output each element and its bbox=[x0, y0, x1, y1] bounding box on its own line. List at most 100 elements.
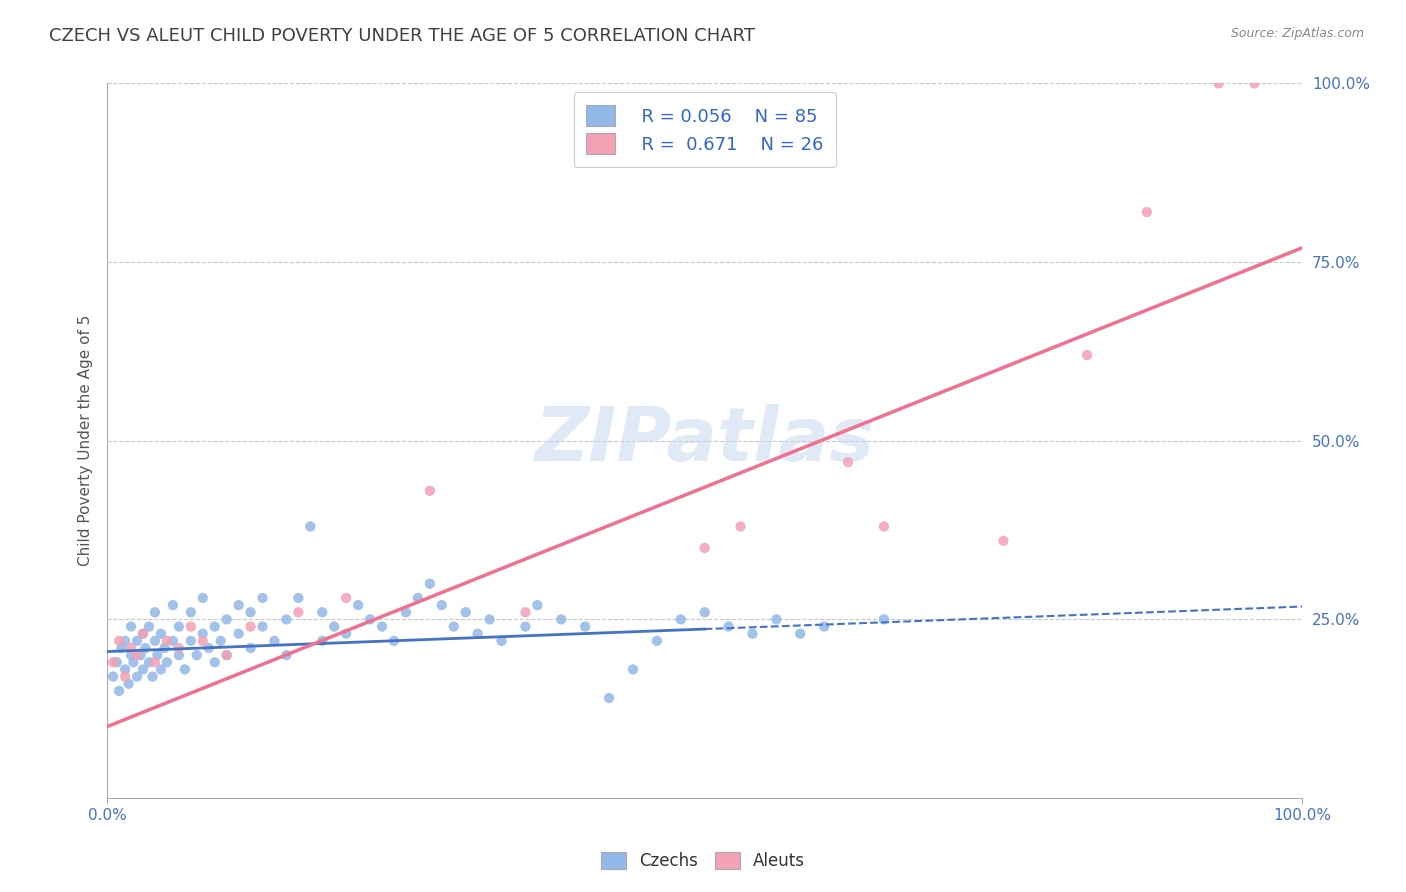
Point bbox=[276, 648, 298, 662]
Point bbox=[132, 626, 155, 640]
Point bbox=[419, 483, 441, 498]
Point bbox=[993, 533, 1015, 548]
Text: ZIPatlas: ZIPatlas bbox=[534, 404, 875, 477]
Point bbox=[138, 619, 160, 633]
Point bbox=[156, 633, 179, 648]
Point bbox=[143, 655, 166, 669]
Y-axis label: Child Poverty Under the Age of 5: Child Poverty Under the Age of 5 bbox=[79, 315, 93, 566]
Point bbox=[252, 591, 274, 605]
Point bbox=[1076, 348, 1098, 362]
Point bbox=[395, 605, 418, 619]
Point bbox=[138, 655, 160, 669]
Point bbox=[120, 619, 142, 633]
Point bbox=[180, 633, 202, 648]
Point bbox=[598, 691, 620, 706]
Point bbox=[186, 648, 208, 662]
Point bbox=[335, 591, 357, 605]
Point bbox=[239, 619, 262, 633]
Point bbox=[180, 605, 202, 619]
Point bbox=[215, 648, 238, 662]
Point bbox=[197, 640, 219, 655]
Point bbox=[228, 598, 250, 612]
Point bbox=[263, 633, 285, 648]
Point bbox=[239, 640, 262, 655]
Point bbox=[114, 633, 136, 648]
Point bbox=[335, 626, 357, 640]
Point bbox=[430, 598, 453, 612]
Point bbox=[837, 455, 859, 469]
Point bbox=[114, 669, 136, 683]
Point bbox=[204, 655, 226, 669]
Point bbox=[142, 669, 165, 683]
Point bbox=[323, 619, 346, 633]
Point bbox=[215, 612, 238, 626]
Point bbox=[162, 633, 184, 648]
Point bbox=[153, 640, 176, 655]
Point bbox=[156, 655, 179, 669]
Point bbox=[239, 605, 262, 619]
Point bbox=[1136, 205, 1159, 219]
Point bbox=[108, 633, 131, 648]
Point bbox=[550, 612, 572, 626]
Point bbox=[132, 662, 155, 676]
Point bbox=[276, 612, 298, 626]
Point bbox=[114, 662, 136, 676]
Point bbox=[1208, 77, 1230, 91]
Point bbox=[1243, 77, 1265, 91]
Point bbox=[730, 519, 752, 533]
Point bbox=[204, 619, 226, 633]
Point bbox=[693, 605, 716, 619]
Point bbox=[311, 633, 333, 648]
Point bbox=[209, 633, 232, 648]
Point bbox=[180, 619, 202, 633]
Point bbox=[621, 662, 644, 676]
Point bbox=[149, 662, 172, 676]
Point bbox=[741, 626, 763, 640]
Point bbox=[110, 640, 132, 655]
Point bbox=[873, 612, 896, 626]
Point bbox=[287, 591, 309, 605]
Point bbox=[454, 605, 477, 619]
Point bbox=[287, 605, 309, 619]
Point bbox=[215, 648, 238, 662]
Point bbox=[108, 684, 131, 698]
Point bbox=[162, 598, 184, 612]
Point bbox=[574, 619, 596, 633]
Point bbox=[515, 619, 537, 633]
Point bbox=[693, 541, 716, 555]
Point bbox=[149, 626, 172, 640]
Point bbox=[228, 626, 250, 640]
Point bbox=[173, 662, 195, 676]
Point bbox=[717, 619, 740, 633]
Point bbox=[129, 648, 152, 662]
Point bbox=[118, 677, 141, 691]
Point bbox=[191, 591, 214, 605]
Point bbox=[191, 626, 214, 640]
Point bbox=[873, 519, 896, 533]
Point bbox=[347, 598, 370, 612]
Legend: Czechs, Aleuts: Czechs, Aleuts bbox=[595, 845, 811, 877]
Legend:   R = 0.056    N = 85,   R =  0.671    N = 26: R = 0.056 N = 85, R = 0.671 N = 26 bbox=[574, 93, 835, 167]
Point bbox=[146, 648, 169, 662]
Point bbox=[371, 619, 394, 633]
Point bbox=[478, 612, 501, 626]
Point bbox=[132, 626, 155, 640]
Point bbox=[120, 648, 142, 662]
Point bbox=[359, 612, 381, 626]
Point bbox=[526, 598, 548, 612]
Point bbox=[125, 648, 148, 662]
Point bbox=[645, 633, 668, 648]
Point bbox=[299, 519, 322, 533]
Point bbox=[134, 640, 156, 655]
Point bbox=[406, 591, 429, 605]
Point bbox=[125, 669, 148, 683]
Point bbox=[382, 633, 405, 648]
Point bbox=[167, 648, 190, 662]
Point bbox=[491, 633, 513, 648]
Point bbox=[167, 619, 190, 633]
Point bbox=[122, 655, 145, 669]
Point bbox=[467, 626, 489, 640]
Point bbox=[105, 655, 128, 669]
Point bbox=[191, 633, 214, 648]
Point bbox=[515, 605, 537, 619]
